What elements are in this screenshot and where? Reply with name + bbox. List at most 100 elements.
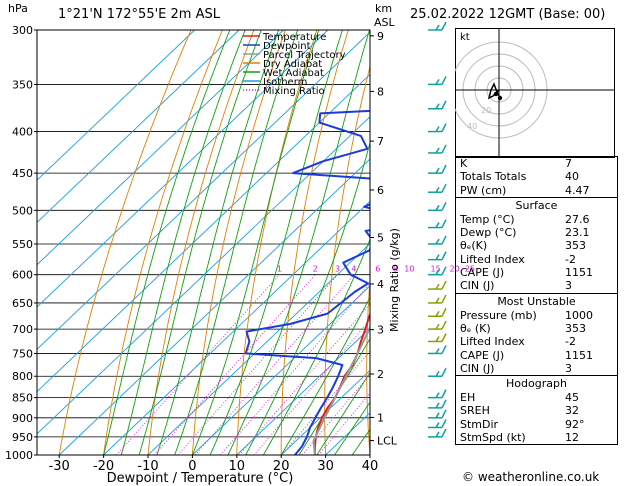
wind-barb — [435, 79, 440, 85]
isotherm-line — [37, 116, 370, 435]
wind-barb — [435, 147, 440, 154]
wind-barb — [441, 333, 447, 342]
hodograph-unit-label: kt — [460, 32, 470, 43]
series-temperature — [313, 312, 370, 455]
mixing-ratio-label: 1 — [277, 265, 282, 274]
wind-barb — [441, 144, 447, 154]
hodograph: kt 20 40 — [455, 28, 615, 158]
hpa-label: hPa — [8, 2, 28, 15]
wind-barb — [441, 320, 447, 330]
legend-entry: Isotherm — [263, 77, 307, 88]
mixing-ratio-line — [238, 303, 370, 455]
km-tick-label: 3 — [377, 324, 384, 337]
pressure-tick-label: 900 — [12, 412, 33, 425]
wind-barb — [441, 367, 447, 377]
wind-barb — [441, 280, 447, 290]
hodograph-trace — [487, 82, 501, 100]
dry-adiabat-line — [324, 64, 370, 455]
legend-entry: Dry Adiabat — [263, 59, 322, 70]
index-row-totals: Totals Totals 40 — [460, 170, 579, 184]
km-tick-label: 9 — [377, 30, 384, 43]
dry-adiabat-line — [58, 30, 192, 455]
hodograph-table-row: EH 45 — [460, 391, 579, 405]
mixing-ratio-line — [281, 350, 370, 455]
wind-barb — [441, 389, 447, 398]
dry-adiabat-line — [280, 30, 349, 455]
isotherm-line — [192, 285, 370, 455]
index-row-pw: PW (cm) 4.47 — [460, 183, 590, 197]
wet-adiabat-line — [316, 371, 370, 455]
asl-label: ASL — [374, 16, 395, 29]
surface-row: CAPE (J) 1151 — [460, 266, 593, 280]
hodograph-storm-marker — [493, 91, 499, 97]
pressure-tick-label: 800 — [12, 370, 33, 383]
wet-adiabat-line — [156, 30, 280, 455]
dry-adiabat-line — [103, 30, 223, 455]
temperature-tick-label: -20 — [93, 459, 114, 474]
km-tick-label: 5 — [377, 231, 384, 244]
wet-adiabat-line — [334, 401, 370, 455]
mixing-ratio-label: 2 — [313, 265, 318, 274]
wet-adiabat-line — [191, 30, 320, 455]
temperature-tick-label: 40 — [362, 459, 379, 474]
dry-adiabat-line — [191, 30, 286, 455]
wind-barb — [441, 399, 447, 409]
km-tick-label: 6 — [377, 184, 384, 197]
mixing-ratio-label: 4 — [351, 265, 356, 274]
pressure-tick-label: 500 — [12, 204, 33, 217]
km-tick-label: 7 — [377, 135, 384, 148]
wind-barb — [441, 123, 447, 132]
wet-adiabat-line — [138, 30, 262, 455]
legend-entry: Temperature — [262, 32, 326, 43]
legend-entry: Dewpoint — [263, 41, 311, 52]
mixing-ratio-axis-label: Mixing Ratio (g/kg) — [388, 228, 401, 332]
pressure-tick-label: 350 — [12, 78, 33, 91]
mixing-ratio-label: 3 — [335, 265, 340, 274]
wind-barb — [441, 201, 447, 211]
wind-barb — [435, 392, 440, 399]
km-tick-label: 1 — [377, 411, 384, 424]
wind-barb — [441, 219, 447, 228]
copyright-label: © weatheronline.co.uk — [462, 470, 600, 484]
datetime-label: 25.02.2022 12GMT (Base: 00) — [410, 7, 606, 22]
dry-adiabat-line — [236, 30, 318, 455]
wind-barb — [435, 336, 440, 342]
hodograph-table-row: StmDir 92° — [460, 417, 585, 431]
pressure-tick-label: 1000 — [5, 449, 33, 462]
wind-barb — [441, 428, 447, 438]
wet-adiabat-line — [103, 30, 231, 455]
isotherm-line — [147, 242, 370, 455]
km-tick-label: 8 — [377, 85, 384, 98]
isotherm-line — [236, 327, 370, 455]
surface-row: Dewp (°C) 23.1 — [460, 226, 590, 240]
legend-entry: Wet Adiabat — [263, 68, 324, 79]
wind-barb — [435, 186, 440, 193]
wind-barb — [435, 204, 440, 211]
surface-header: Surface — [456, 196, 617, 213]
surface-row: CIN (J) 3 — [460, 279, 572, 293]
wind-barb — [435, 402, 440, 409]
isotherm-line — [37, 73, 370, 393]
legend-entry: Parcel Trajectory — [263, 50, 346, 61]
wind-barb — [435, 348, 440, 354]
most-unstable-row: θₑ (K) 353 — [460, 321, 586, 335]
wind-barb — [441, 100, 447, 110]
wet-adiabat-line — [120, 30, 246, 455]
wind-barb — [441, 251, 447, 260]
wet-adiabat-line — [280, 296, 370, 455]
mixing-ratio-line — [153, 274, 316, 455]
surface-row: Temp (°C) 27.6 — [460, 212, 590, 226]
mixing-ratio-label: 6 — [375, 265, 380, 274]
wind-barb — [441, 235, 447, 245]
mixing-ratio-label: 25 — [465, 265, 475, 274]
mixing-ratio-label: 10 — [404, 265, 414, 274]
wind-barb — [441, 266, 447, 276]
wind-barb — [435, 323, 440, 330]
most-unstable-row: Lifted Index -2 — [460, 335, 576, 349]
wet-adiabat-line — [227, 30, 370, 455]
wet-adiabat-line — [209, 30, 343, 455]
wind-barb — [435, 254, 440, 261]
x-axis-label: Dewpoint / Temperature (°C) — [107, 471, 294, 486]
